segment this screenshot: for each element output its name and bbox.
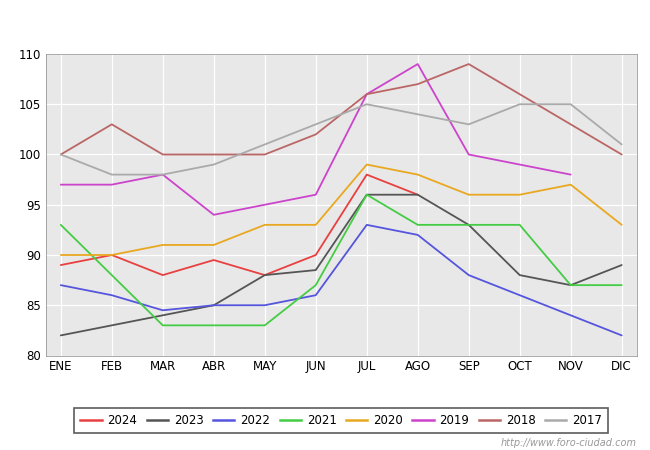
Text: Afiliados en Cisneros a 31/8/2024: Afiliados en Cisneros a 31/8/2024 [174,11,476,29]
Legend: 2024, 2023, 2022, 2021, 2020, 2019, 2018, 2017: 2024, 2023, 2022, 2021, 2020, 2019, 2018… [74,408,608,433]
Text: http://www.foro-ciudad.com: http://www.foro-ciudad.com [501,438,637,448]
